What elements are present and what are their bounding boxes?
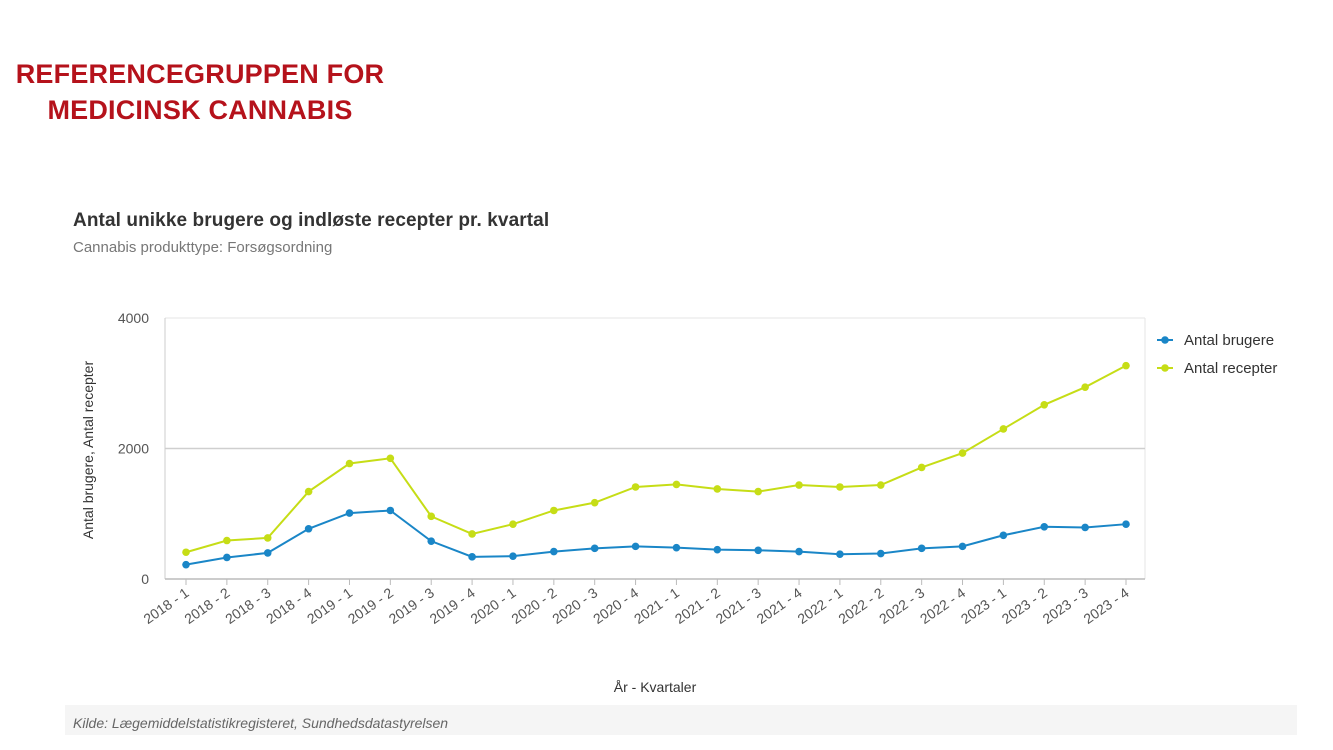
data-point-brugere bbox=[1122, 520, 1130, 528]
data-point-brugere bbox=[468, 553, 476, 561]
series-line-recepter bbox=[185, 364, 1127, 554]
x-tick-label: 2022 - 3 bbox=[876, 584, 927, 627]
legend-item-recepter: Antal recepter bbox=[1157, 360, 1277, 377]
y-axis-title: Antal brugere, Antal recepter bbox=[80, 361, 96, 540]
data-point-recepter bbox=[672, 480, 681, 489]
data-point-recepter bbox=[795, 481, 803, 489]
data-point-brugere bbox=[182, 560, 190, 569]
data-point-recepter bbox=[713, 485, 722, 493]
x-axis-title: År - Kvartaler bbox=[614, 679, 697, 695]
data-point-recepter bbox=[386, 454, 395, 463]
x-tick-label: 2019 - 3 bbox=[386, 584, 437, 627]
data-point-brugere bbox=[1040, 523, 1049, 531]
data-point-brugere bbox=[917, 544, 926, 553]
data-point-recepter bbox=[917, 463, 926, 472]
data-point-brugere bbox=[836, 550, 844, 559]
x-tick-label: 2022 - 1 bbox=[794, 584, 845, 627]
chart-subtitle: Cannabis produkttype: Forsøgsordning bbox=[73, 239, 333, 256]
x-tick-label: 2021 - 4 bbox=[754, 584, 805, 627]
data-point-brugere bbox=[509, 552, 517, 560]
data-point-recepter bbox=[223, 536, 231, 545]
x-tick-label: 2021 - 1 bbox=[631, 584, 682, 627]
x-tick-label: 2018 - 3 bbox=[222, 584, 273, 627]
data-point-recepter bbox=[876, 481, 885, 489]
data-point-brugere bbox=[386, 506, 395, 515]
grid-lines bbox=[165, 317, 1146, 579]
series-line-brugere bbox=[185, 509, 1127, 566]
data-point-recepter bbox=[427, 512, 436, 521]
data-point-brugere bbox=[427, 537, 436, 545]
x-tick-label: 2023 - 3 bbox=[1040, 584, 1091, 627]
x-tick-label: 2018 - 2 bbox=[181, 584, 232, 627]
legend-label-recepter: Antal recepter bbox=[1184, 360, 1277, 377]
data-point-recepter bbox=[509, 520, 517, 528]
legend-marker-recepter bbox=[1161, 364, 1169, 372]
data-point-brugere bbox=[345, 509, 354, 517]
data-point-brugere bbox=[304, 524, 313, 533]
brand-line-1: REFERENCEGRUPPEN FOR bbox=[15, 59, 385, 89]
x-tick-label: 2021 - 2 bbox=[672, 584, 723, 627]
source-bar: Kilde: Lægemiddelstatistikregisteret, Su… bbox=[65, 705, 1297, 735]
source-note: Kilde: Lægemiddelstatistikregisteret, Su… bbox=[73, 715, 449, 731]
data-point-brugere bbox=[795, 547, 803, 556]
brand-line-2: MEDICINSK CANNABIS bbox=[47, 95, 353, 125]
data-point-recepter bbox=[999, 425, 1008, 433]
data-point-recepter bbox=[1081, 383, 1089, 391]
legend: Antal brugere Antal recepter bbox=[1157, 332, 1277, 377]
data-point-recepter bbox=[304, 487, 313, 496]
data-point-brugere bbox=[263, 549, 272, 557]
data-point-recepter bbox=[345, 459, 354, 468]
data-point-recepter bbox=[1122, 361, 1130, 370]
data-point-brugere bbox=[631, 542, 640, 551]
chart-title: Antal unikke brugere og indløste recepte… bbox=[73, 210, 550, 231]
legend-marker-brugere bbox=[1161, 336, 1169, 344]
x-tick-label: 2022 - 2 bbox=[835, 584, 886, 627]
x-tick-label: 2019 - 4 bbox=[427, 584, 478, 627]
x-tick-label: 2023 - 1 bbox=[958, 584, 1009, 627]
data-point-brugere bbox=[754, 546, 762, 555]
data-point-recepter bbox=[836, 483, 844, 491]
data-point-brugere bbox=[713, 545, 722, 554]
x-tick-label: 2019 - 2 bbox=[345, 584, 396, 627]
data-point-recepter bbox=[468, 530, 476, 538]
legend-label-brugere: Antal brugere bbox=[1184, 332, 1274, 349]
data-point-recepter bbox=[263, 534, 272, 542]
x-tick-label: 2023 - 4 bbox=[1080, 584, 1131, 627]
data-point-brugere bbox=[223, 553, 231, 562]
x-tick-label: 2020 - 3 bbox=[549, 584, 600, 627]
data-point-recepter bbox=[590, 498, 599, 507]
data-point-brugere bbox=[550, 547, 558, 556]
data-point-brugere bbox=[958, 542, 967, 551]
series-brugere bbox=[182, 506, 1130, 569]
x-tick-label: 2021 - 3 bbox=[713, 584, 764, 627]
series-recepter bbox=[182, 361, 1130, 557]
data-point-recepter bbox=[958, 449, 967, 457]
data-point-brugere bbox=[672, 543, 681, 552]
x-tick-label: 2023 - 2 bbox=[999, 584, 1050, 627]
data-point-brugere bbox=[590, 544, 599, 553]
brand-title: REFERENCEGRUPPEN FOR MEDICINSK CANNABIS bbox=[10, 56, 390, 128]
legend-item-brugere: Antal brugere bbox=[1157, 332, 1274, 349]
data-point-recepter bbox=[631, 483, 640, 491]
x-tick-label: 2018 - 1 bbox=[140, 584, 191, 627]
x-tick-label: 2020 - 1 bbox=[467, 584, 518, 627]
data-point-recepter bbox=[550, 506, 558, 515]
y-tick-label: 0 bbox=[141, 571, 149, 587]
data-point-recepter bbox=[754, 487, 762, 496]
x-tick-label: 2022 - 4 bbox=[917, 584, 968, 627]
data-point-brugere bbox=[876, 549, 885, 558]
y-tick-label: 2000 bbox=[118, 441, 149, 457]
series-layer bbox=[182, 361, 1130, 569]
x-tick-label: 2019 - 1 bbox=[304, 584, 355, 627]
y-tick-label: 4000 bbox=[118, 310, 149, 326]
x-tick-label: 2020 - 2 bbox=[508, 584, 559, 627]
data-point-brugere bbox=[1081, 523, 1089, 532]
x-tick-label: 2020 - 4 bbox=[590, 584, 641, 627]
data-point-recepter bbox=[182, 548, 190, 557]
data-point-brugere bbox=[999, 531, 1008, 540]
data-point-recepter bbox=[1040, 400, 1049, 409]
x-tick-label: 2018 - 4 bbox=[263, 584, 314, 627]
